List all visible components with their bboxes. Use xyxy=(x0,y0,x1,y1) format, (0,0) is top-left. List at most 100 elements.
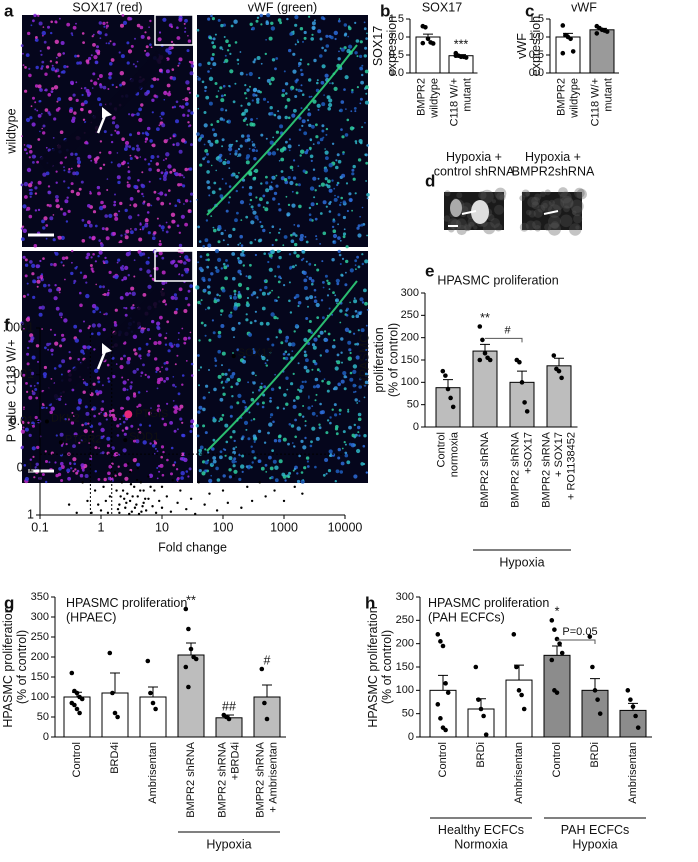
cell xyxy=(262,228,266,233)
texture xyxy=(533,208,543,218)
cell xyxy=(206,170,210,174)
cell xyxy=(339,203,342,207)
cell xyxy=(26,282,29,285)
cell xyxy=(254,146,256,148)
inset xyxy=(154,14,194,46)
cell xyxy=(129,250,131,252)
cell xyxy=(41,473,45,476)
cell xyxy=(95,283,97,286)
cell xyxy=(266,201,269,205)
cell xyxy=(108,213,113,218)
cell xyxy=(365,180,367,182)
cell xyxy=(197,300,201,305)
cell xyxy=(285,104,288,108)
cell xyxy=(161,270,166,275)
cell xyxy=(55,61,58,64)
data-point xyxy=(560,23,566,28)
cell xyxy=(129,17,133,21)
cell xyxy=(245,275,248,278)
cell xyxy=(261,291,266,296)
cell xyxy=(222,160,227,166)
data-point xyxy=(69,670,75,676)
cell xyxy=(241,134,245,138)
cell xyxy=(60,235,65,240)
cell xyxy=(366,309,369,311)
cell xyxy=(232,276,236,281)
cell xyxy=(156,321,161,326)
cell xyxy=(357,431,360,434)
cell xyxy=(82,345,87,350)
cell xyxy=(184,222,189,227)
cell xyxy=(158,242,162,246)
cell xyxy=(39,274,44,279)
cell xyxy=(138,431,142,434)
cell xyxy=(139,252,144,257)
cell xyxy=(43,40,47,44)
cell xyxy=(41,127,43,130)
cell xyxy=(85,59,90,63)
cell xyxy=(41,328,43,330)
y-tick-label: 300 xyxy=(396,591,414,603)
cell xyxy=(165,152,170,157)
cell xyxy=(357,412,362,417)
cell xyxy=(250,118,254,122)
texture xyxy=(519,195,526,202)
cell xyxy=(297,362,300,365)
cell xyxy=(294,95,298,98)
cell xyxy=(308,276,312,281)
cell xyxy=(179,457,184,461)
group-label: Hypoxia xyxy=(206,837,251,851)
cell xyxy=(106,21,109,24)
cell xyxy=(249,185,253,190)
cell xyxy=(214,266,218,269)
cell xyxy=(263,385,267,389)
cell xyxy=(184,296,188,301)
cell xyxy=(212,456,217,460)
data-point xyxy=(130,510,134,513)
cell xyxy=(88,223,93,228)
cell xyxy=(138,347,142,351)
cell xyxy=(190,143,193,147)
cell xyxy=(75,471,79,475)
cell xyxy=(199,163,203,167)
cell xyxy=(363,288,367,293)
cell xyxy=(40,67,43,70)
cell xyxy=(213,299,218,304)
texture xyxy=(537,204,546,213)
cell xyxy=(92,33,95,36)
cell xyxy=(349,126,354,131)
cell xyxy=(314,189,317,192)
cell xyxy=(44,346,47,350)
cell xyxy=(207,139,211,144)
cell xyxy=(60,207,63,211)
cell xyxy=(351,209,353,212)
cell xyxy=(343,375,347,379)
cell xyxy=(276,317,279,320)
cell xyxy=(337,57,341,61)
cell xyxy=(52,137,55,139)
texture xyxy=(551,221,559,230)
cell xyxy=(170,295,175,300)
panel-letter: f xyxy=(4,315,10,334)
cell xyxy=(328,102,333,108)
y-tick-label: 0.5 xyxy=(389,49,404,61)
cell xyxy=(305,358,309,363)
cell xyxy=(260,23,263,26)
cell xyxy=(365,161,369,165)
cell xyxy=(62,180,66,183)
cell xyxy=(295,88,298,91)
cell xyxy=(173,409,178,414)
cell xyxy=(168,342,173,347)
data-point xyxy=(440,643,446,649)
cell xyxy=(134,65,138,68)
cell xyxy=(297,304,300,308)
cell xyxy=(180,471,185,476)
cell xyxy=(70,467,73,470)
cell xyxy=(114,308,118,312)
cell xyxy=(138,117,143,123)
cell xyxy=(21,225,25,228)
cell xyxy=(79,473,84,478)
cell xyxy=(190,64,195,68)
cell xyxy=(46,342,50,347)
cell xyxy=(255,94,258,97)
